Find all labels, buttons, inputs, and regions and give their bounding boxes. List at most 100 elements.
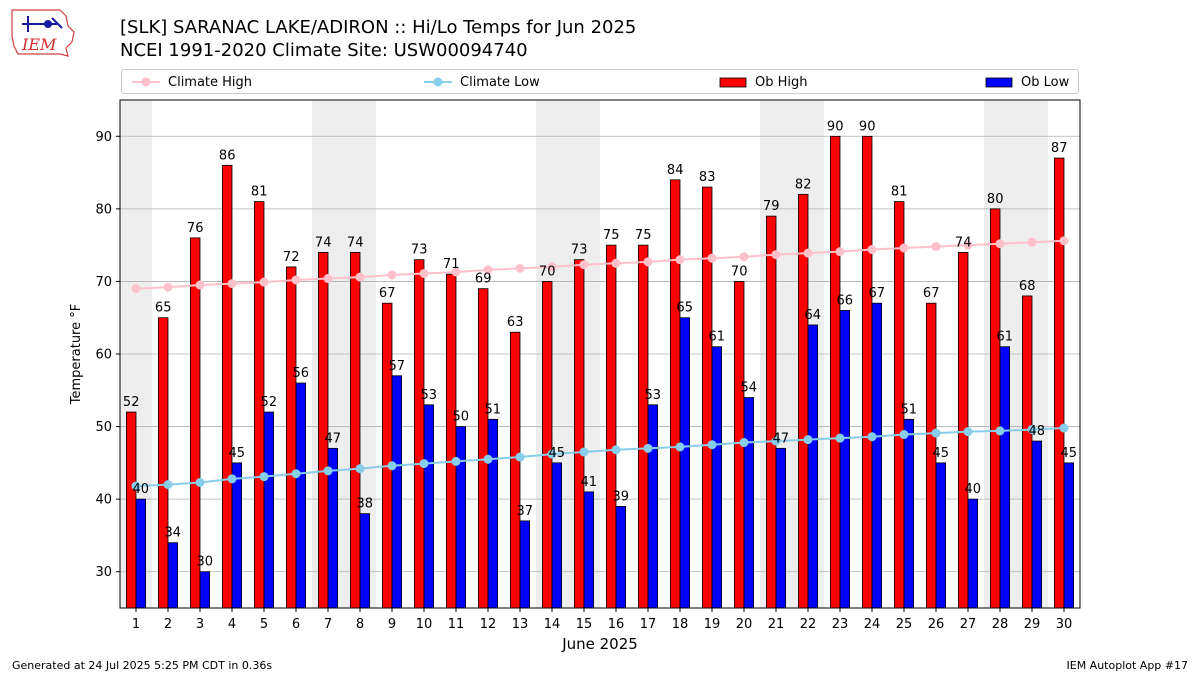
legend-ob-low: Ob Low	[985, 74, 1069, 90]
x-tick-label: 9	[388, 617, 396, 632]
climate-high-point	[899, 243, 909, 253]
legend-climate-high: Climate High	[132, 74, 252, 90]
ob-high-label: 82	[795, 177, 812, 192]
ob-high-bar	[349, 251, 361, 609]
x-tick-label: 20	[736, 617, 753, 632]
ob-high-label: 86	[219, 148, 236, 163]
climate-low-point	[835, 433, 845, 443]
climate-high-point	[963, 240, 973, 250]
ob-low-bar	[359, 513, 371, 609]
ob-low-bar	[263, 411, 275, 609]
ob-low-label: 51	[901, 402, 918, 417]
ob-high-label: 72	[283, 250, 300, 265]
climate-high-point	[675, 255, 685, 265]
ob-high-bar	[990, 208, 1001, 609]
climate-high-point	[323, 274, 333, 284]
x-tick-label: 21	[768, 617, 785, 632]
ob-low-label: 34	[165, 526, 182, 541]
ob-low-bar	[839, 310, 851, 609]
gridlines	[120, 135, 1080, 573]
ob-high-label: 70	[731, 264, 748, 279]
climate-low-line-icon	[424, 77, 452, 87]
climate-high-point	[835, 247, 845, 257]
ob-high-label: 90	[859, 119, 876, 134]
ob-high-bar	[509, 331, 521, 609]
ob-high-bar	[157, 317, 169, 609]
ob-low-label: 61	[997, 330, 1014, 345]
ob-low-bar	[1063, 462, 1075, 609]
climate-low-point	[259, 472, 269, 482]
climate-high-point	[643, 257, 653, 267]
ob-high-label: 76	[187, 221, 204, 236]
climate-high-point	[387, 270, 397, 280]
x-tick-label: 22	[800, 617, 817, 632]
ob-low-bar	[743, 397, 755, 609]
ob-low-label: 65	[677, 301, 694, 316]
ob-low-label: 52	[261, 395, 278, 410]
y-tick-label: 30	[95, 565, 112, 580]
climate-low-point	[675, 442, 685, 452]
climate-high-point	[771, 250, 781, 260]
ob-low-label: 38	[357, 497, 374, 512]
ob-low-label: 30	[197, 555, 214, 570]
ob-high-bar	[766, 215, 777, 609]
climate-low-point	[611, 445, 621, 455]
climate-low-point	[419, 459, 429, 469]
ob-low-bar	[679, 317, 691, 609]
climate-high-line-icon	[132, 77, 160, 87]
x-tick-label: 27	[960, 617, 977, 632]
climate-low-point	[739, 438, 749, 448]
x-tick-label: 11	[448, 617, 465, 632]
x-tick-label: 30	[1056, 617, 1073, 632]
x-tick-label: 28	[992, 617, 1009, 632]
x-tick-label: 17	[640, 617, 657, 632]
ob-high-bar	[702, 186, 713, 609]
ob-high-label: 84	[667, 163, 684, 178]
ob-low-bar	[903, 418, 915, 609]
ob-low-bar	[999, 346, 1011, 609]
ob-low-label: 48	[1029, 424, 1046, 439]
ob-low-label: 56	[293, 366, 310, 381]
ob-high-label: 87	[1051, 141, 1068, 156]
ob-low-label: 47	[325, 431, 342, 446]
ob-low-label: 37	[517, 504, 534, 519]
x-tick-label: 16	[608, 617, 625, 632]
legend-label-climate-low: Climate Low	[460, 74, 540, 90]
ob-high-label: 81	[251, 185, 268, 200]
ob-high-label: 75	[635, 228, 652, 243]
climate-low-line	[135, 427, 1065, 488]
climate-low-point	[195, 477, 205, 487]
ob-low-bar	[455, 426, 467, 609]
chart-subtitle: NCEI 1991-2020 Climate Site: USW00094740	[120, 40, 528, 61]
ob-low-bar	[519, 520, 531, 609]
climate-high-point	[227, 279, 237, 289]
ob-low-bar	[423, 404, 435, 609]
ob-high-label: 67	[923, 286, 940, 301]
ob-high-label: 63	[507, 315, 524, 330]
climate-low-point	[227, 474, 237, 484]
climate-high-point	[995, 239, 1005, 249]
legend-label-climate-high: Climate High	[168, 74, 253, 90]
ob-high-label: 73	[571, 243, 588, 258]
climate-low-point	[1059, 423, 1069, 433]
x-tick-label: 15	[576, 617, 593, 632]
legend-label-ob-low: Ob Low	[1021, 74, 1070, 90]
ob-high-label: 90	[827, 119, 844, 134]
y-tick-label: 70	[95, 275, 112, 290]
climate-low-point	[1027, 424, 1037, 434]
ob-high-label: 73	[411, 243, 428, 258]
footer-app: IEM Autoplot App #17	[1066, 659, 1189, 672]
climate-high-point	[515, 263, 525, 273]
ob-low-bar	[391, 375, 403, 609]
climate-low-point	[355, 464, 365, 474]
ob-low-bar	[775, 447, 787, 609]
legend-climate-low: Climate Low	[424, 74, 540, 90]
ob-high-label: 69	[475, 272, 492, 287]
ob-high-label: 79	[763, 199, 780, 214]
climate-low-point	[643, 443, 653, 453]
y-tick-label: 40	[95, 493, 112, 508]
ob-low-bar	[615, 505, 627, 609]
x-tick-label: 24	[864, 617, 881, 632]
climate-high-point	[611, 258, 621, 268]
